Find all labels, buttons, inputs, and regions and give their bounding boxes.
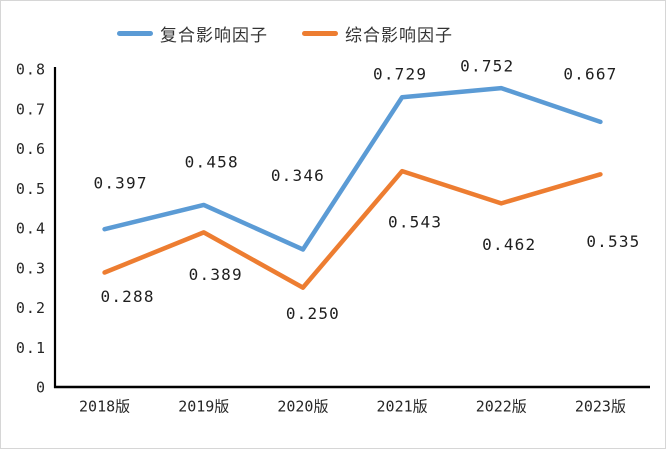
legend-label: 复合影响因子	[160, 26, 268, 45]
legend-line-swatch-orange	[302, 31, 338, 36]
y-tick-label: 0.2	[16, 299, 46, 317]
x-category-label: 2019版	[178, 398, 229, 416]
data-label-series-0: 0.458	[185, 152, 239, 171]
y-tick-label: 0.3	[16, 259, 46, 277]
x-category-label: 2020版	[277, 398, 328, 416]
y-tick-label: 0.8	[16, 61, 46, 79]
y-tick-label: 0.6	[16, 140, 46, 158]
x-category-label: 2018版	[79, 398, 130, 416]
line-series-0	[102, 85, 603, 252]
data-label-series-1: 0.288	[100, 287, 154, 306]
data-label-series-0: 0.667	[563, 64, 617, 83]
x-category-label: 2021版	[377, 398, 428, 416]
y-tick-label: 0.1	[16, 339, 46, 357]
chart-legend: 复合影响因子 综合影响因子	[117, 21, 453, 46]
data-label-series-1: 0.535	[586, 232, 640, 251]
data-label-series-0: 0.752	[460, 57, 514, 76]
data-label-series-1: 0.389	[189, 265, 243, 284]
data-label-series-0: 0.729	[373, 65, 427, 84]
data-label-series-1: 0.462	[482, 235, 536, 254]
data-label-series-0: 0.346	[271, 166, 325, 185]
y-tick-label: 0.5	[16, 180, 46, 198]
data-label-series-0: 0.397	[93, 174, 147, 193]
data-label-series-1: 0.250	[286, 304, 340, 323]
y-tick-label: 0.7	[16, 100, 46, 118]
legend-label: 综合影响因子	[345, 26, 453, 45]
y-tick-label: 0	[36, 379, 46, 397]
y-tick-label: 0.4	[16, 220, 46, 238]
x-category-label: 2023版	[575, 398, 626, 416]
x-category-label: 2022版	[476, 398, 527, 416]
line-series-1	[102, 168, 603, 290]
legend-line-swatch-blue	[117, 31, 153, 36]
legend-item-comprehensive-impact-factor: 综合影响因子	[302, 21, 453, 46]
data-label-series-1: 0.543	[388, 213, 442, 232]
legend-item-composite-impact-factor: 复合影响因子	[117, 21, 268, 46]
